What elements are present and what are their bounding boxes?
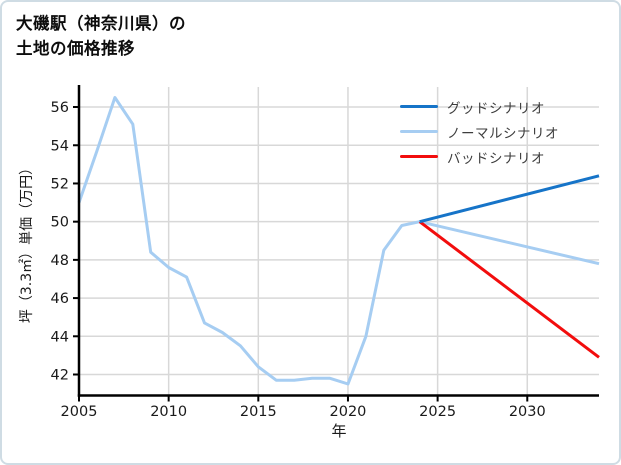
x-tick-label-2025: 2025 xyxy=(419,404,456,420)
legend-label-bad: バッドシナリオ xyxy=(447,150,545,167)
x-axis-label: 年 xyxy=(331,422,347,440)
y-tick-label-50: 50 xyxy=(51,215,69,231)
y-tick-label-52: 52 xyxy=(51,176,69,192)
y-tick-label-48: 48 xyxy=(51,253,69,269)
y-tick-label-56: 56 xyxy=(51,100,69,116)
chart-title-line2: 土地の価格推移 xyxy=(16,39,135,58)
y-axis-label: 坪（3.3㎡）単価（万円） xyxy=(19,160,35,324)
legend-item-bad: バッドシナリオ xyxy=(400,144,559,169)
series-line-bad xyxy=(418,220,600,359)
legend-line-swatch-normal xyxy=(400,129,438,134)
x-tick-label-2030: 2030 xyxy=(509,404,546,420)
chart-legend: グッドシナリオ ノーマルシナリオ バッドシナリオ xyxy=(400,94,559,169)
x-tick-label-2010: 2010 xyxy=(150,404,187,420)
y-tick-label-54: 54 xyxy=(51,138,69,154)
y-tick-label-46: 46 xyxy=(51,291,69,307)
x-tick-label-2015: 2015 xyxy=(240,404,277,420)
legend-item-normal: ノーマルシナリオ xyxy=(400,119,559,144)
legend-item-good: グッドシナリオ xyxy=(400,94,559,119)
series-line-good xyxy=(419,174,600,224)
legend-label-good: グッドシナリオ xyxy=(447,100,545,117)
y-tick-label-44: 44 xyxy=(51,329,69,345)
legend-line-swatch-good xyxy=(400,104,438,109)
legend-label-normal: ノーマルシナリオ xyxy=(447,125,559,142)
legend-line-swatch-bad xyxy=(400,154,438,159)
x-tick-label-2020: 2020 xyxy=(330,404,367,420)
chart-title-line1: 大磯駅（神奈川県）の xyxy=(16,14,186,33)
series-line-normal xyxy=(77,96,600,386)
y-tick-label-42: 42 xyxy=(51,367,69,383)
x-tick-label-2005: 2005 xyxy=(61,404,98,420)
chart-title: 大磯駅（神奈川県）の 土地の価格推移 xyxy=(16,11,186,61)
